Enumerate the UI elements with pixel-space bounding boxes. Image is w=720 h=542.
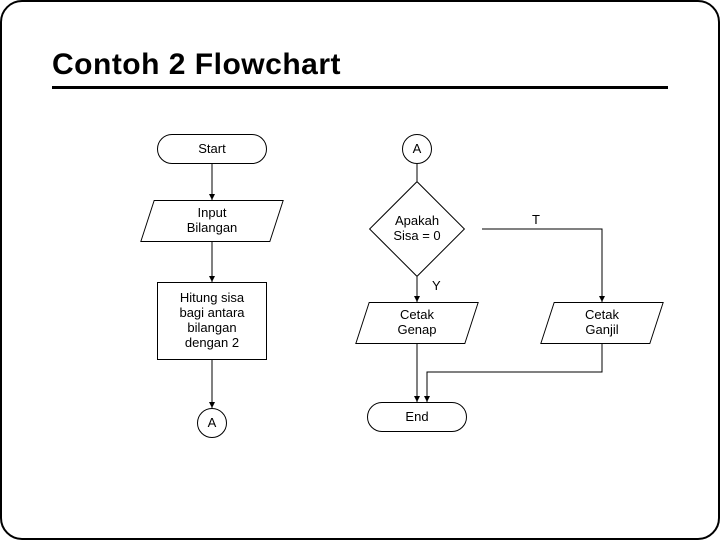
edge-dec-ganjil: [482, 229, 602, 302]
edge-ganjil-end: [427, 344, 602, 402]
node-connA1: A: [197, 408, 227, 438]
node-proc: Hitung sisa bagi antara bilangan dengan …: [157, 282, 267, 360]
node-label: A: [413, 142, 422, 157]
flow-edges: [2, 2, 720, 542]
node-label: Input Bilangan: [187, 206, 238, 236]
node-label: A: [208, 416, 217, 431]
node-start: Start: [157, 134, 267, 164]
node-label: Cetak Genap: [397, 308, 436, 338]
slide-frame: Contoh 2 Flowchart StartInput BilanganHi…: [0, 0, 720, 540]
node-genap: Cetak Genap: [362, 302, 472, 344]
node-label: Start: [198, 142, 225, 157]
node-label: Cetak Ganjil: [585, 308, 619, 338]
node-label: Apakah Sisa = 0: [393, 214, 440, 244]
node-input: Input Bilangan: [147, 200, 277, 242]
node-label: End: [405, 410, 428, 425]
node-ganjil: Cetak Ganjil: [547, 302, 657, 344]
node-connA2: A: [402, 134, 432, 164]
node-dec: Apakah Sisa = 0: [352, 194, 482, 264]
edge-label-dec-genap: Y: [432, 278, 441, 293]
node-end: End: [367, 402, 467, 432]
edge-label-dec-ganjil: T: [532, 212, 540, 227]
flowchart-canvas: Start Input Bilangan Hitung sisa bagi anta…: [2, 2, 720, 542]
node-label: Hitung sisa bagi antara bilangan dengan …: [179, 291, 244, 351]
